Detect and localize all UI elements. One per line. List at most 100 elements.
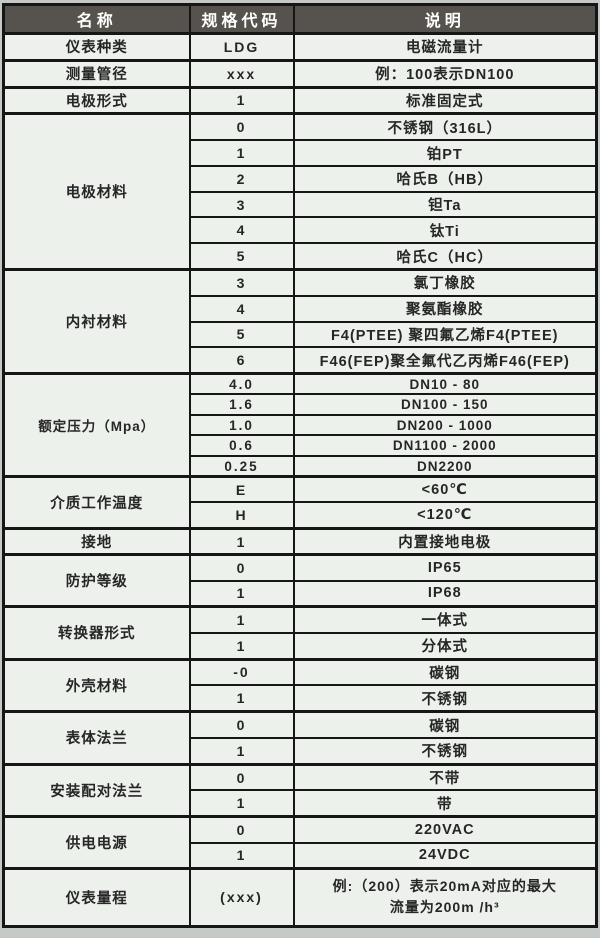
table-row: 5 哈氏C（HC）: [4, 242, 598, 271]
code-cell: 1: [188, 736, 295, 766]
table-row: 电极形式 1 标准固定式: [2, 85, 598, 115]
description-cell: 哈氏B（HB）: [292, 164, 598, 193]
code-cell: 3: [188, 190, 295, 219]
table-row: 外壳材料 -0 碳钢: [2, 657, 598, 713]
code-cell: 5: [188, 242, 295, 271]
description-cell: 例：100表示DN100: [292, 58, 598, 89]
group-name-cell: 仪表量程: [2, 866, 191, 928]
group-name-cell: 安装配对法兰: [2, 762, 191, 818]
description-cell: 聚氨酯橡胶: [292, 294, 598, 323]
group-name-cell: 测量管径: [2, 58, 191, 89]
table-row: 供电电源 0 220VAC: [2, 815, 598, 870]
code-cell: 0: [188, 762, 295, 792]
column-header: 规格代码: [188, 3, 295, 35]
column-header: 说明: [292, 3, 598, 35]
code-cell: (xxx): [188, 866, 295, 928]
code-cell: H: [188, 501, 295, 530]
code-cell: E: [188, 475, 295, 504]
code-cell: 1: [188, 526, 295, 556]
table-body: 仪表种类 LDG 电磁流量计 测量管径 xxx 例：100表示DN100 电极形式 1 标准固定…: [2, 32, 598, 928]
table-row: 1 24VDC: [4, 841, 598, 870]
description-cell: 碳钢: [292, 710, 598, 739]
group-name-cell: 电极材料: [2, 112, 191, 271]
code-cell: 5: [188, 320, 295, 349]
code-cell: 0: [188, 815, 295, 844]
group-name-cell: 接地: [2, 526, 191, 556]
group-name-cell: 防护等级: [2, 553, 191, 608]
description-cell: 哈氏C（HC）: [292, 242, 598, 271]
description-cell: DN10 - 80: [292, 372, 598, 396]
code-cell: 0.6: [188, 434, 295, 458]
table-row: 表体法兰 0 碳钢: [2, 710, 598, 766]
description-cell: F4(PTEE) 聚四氟乙烯F4(PTEE): [292, 320, 598, 349]
code-cell: 0: [188, 553, 295, 582]
description-cell: DN100 - 150: [292, 393, 598, 416]
code-cell: 0: [188, 710, 295, 739]
description-cell: 不锈钢: [292, 684, 598, 713]
table-row: 4 聚氨酯橡胶: [4, 294, 598, 323]
code-cell: xxx: [188, 58, 295, 89]
table-row: H <120℃: [4, 501, 598, 530]
description-cell: 铂PT: [292, 139, 598, 167]
code-cell: 1: [188, 841, 295, 870]
description-cell: 24VDC: [292, 841, 598, 870]
code-cell: 4: [188, 216, 295, 245]
table-row: 转换器形式 1 一体式: [2, 604, 598, 661]
table-row: 5 F4(PTEE) 聚四氟乙烯F4(PTEE): [4, 320, 598, 349]
table-row: 1 不锈钢: [4, 684, 598, 713]
code-cell: 6: [188, 346, 295, 375]
table-row: 介质工作温度 E <60℃: [2, 475, 598, 530]
description-cell: F46(FEP)聚全氟代乙丙烯F46(FEP): [292, 346, 598, 375]
table-row: 内衬材料 3 氯丁橡胶: [2, 267, 598, 375]
description-cell: <60℃: [292, 475, 598, 504]
table-row: 1 不锈钢: [4, 736, 598, 766]
description-cell: DN2200: [292, 455, 598, 478]
table-row: 1 铂PT: [4, 139, 598, 167]
code-cell: 1.6: [188, 393, 295, 416]
group-name-cell: 表体法兰: [2, 710, 191, 766]
code-cell: 0.25: [188, 455, 295, 478]
table-row: 6 F46(FEP)聚全氟代乙丙烯F46(FEP): [4, 346, 598, 375]
table-row: 接地 1 内置接地电极: [2, 526, 598, 556]
group-name-cell: 介质工作温度: [2, 475, 191, 530]
description-cell: 内置接地电极: [292, 526, 598, 556]
group-name-cell: 转换器形式: [2, 605, 191, 661]
code-cell: -0: [188, 657, 295, 687]
description-cell: 氯丁橡胶: [292, 267, 598, 297]
table-row: 电极材料 0 不锈钢（316L）: [2, 112, 598, 271]
description-cell: 分体式: [292, 631, 598, 661]
table-row: 1 分体式: [4, 631, 598, 661]
code-cell: 1: [188, 789, 295, 818]
code-cell: 1.0: [188, 413, 295, 437]
table-row: 安装配对法兰 0 不带: [2, 762, 598, 818]
description-cell: 不锈钢（316L）: [292, 112, 598, 142]
group-name-cell: 外壳材料: [2, 657, 191, 713]
code-cell: LDG: [188, 32, 295, 62]
table-row: 3 钽Ta: [4, 190, 598, 219]
description-cell: 钛Ti: [292, 216, 598, 245]
code-cell: 1: [188, 85, 295, 115]
table-row: 仪表量程 (xxx) 例:（200）表示20mA对应的最大 流量为200m /h³: [2, 866, 598, 928]
description-cell: 一体式: [292, 604, 598, 634]
group-name-cell: 供电电源: [2, 815, 191, 870]
table-row: 防护等级 0 IP65: [2, 553, 598, 608]
description-cell: 标准固定式: [292, 85, 598, 115]
table-row: 额定压力（Mpa） 4.0 DN10 - 80: [2, 372, 598, 478]
description-cell: 电磁流量计: [292, 32, 598, 62]
code-cell: 1: [188, 631, 295, 661]
code-cell: 0: [188, 112, 295, 142]
code-cell: 2: [188, 164, 295, 193]
group-name-cell: 仪表种类: [2, 32, 191, 62]
table-row: 4 钛Ti: [4, 216, 598, 245]
description-cell: 例:（200）表示20mA对应的最大 流量为200m /h³: [292, 866, 598, 928]
table-row: 测量管径 xxx 例：100表示DN100: [2, 58, 598, 89]
group-name-cell: 电极形式: [2, 85, 191, 115]
description-cell: <120℃: [292, 501, 598, 530]
description-cell: 不锈钢: [292, 736, 598, 766]
code-cell: 3: [188, 267, 295, 297]
table-row: 2 哈氏B（HB）: [4, 164, 598, 193]
code-cell: 4.0: [188, 372, 295, 396]
group-name-cell: 内衬材料: [2, 268, 191, 375]
